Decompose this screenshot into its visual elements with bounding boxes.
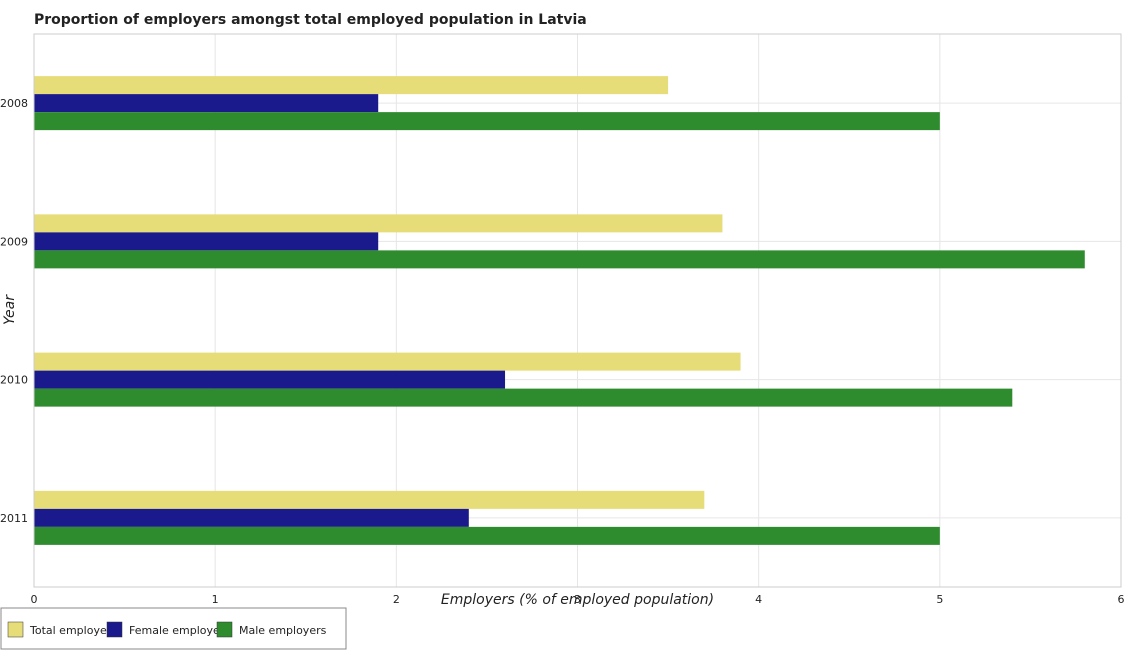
x-ticks: 0 1 2 3 4 5 6 [31,593,1125,606]
legend: Total employers Female employers Male empl… [0,607,347,650]
bar-total-employers-2009 [34,214,723,233]
bar-male-employers-2009 [34,250,1085,269]
legend-swatch [106,621,123,638]
bar-female-employers-2011 [34,508,469,527]
chart-title: Proportion of employers amongst total em… [34,12,587,28]
bar-total-employers-2008 [34,76,669,95]
x-tick-label: 5 [936,593,943,606]
x-tick-label: 2 [393,593,400,606]
bar-female-employers-2009 [34,232,379,251]
bar-total-employers-2011 [34,490,705,509]
y-tick-label: 2011 [0,512,28,525]
bars [34,76,1085,545]
bar-total-employers-2010 [34,352,741,371]
x-tick-label: 3 [574,593,581,606]
x-tick-label: 4 [755,593,762,606]
bar-female-employers-2008 [34,94,379,113]
plot-frame [33,33,1122,588]
y-axis-label: Year [2,294,18,325]
legend-swatch [216,621,233,638]
legend-label: Male employers [239,624,327,637]
legend-label: Total employers [29,624,117,637]
bar-female-employers-2010 [34,370,506,389]
y-tick-label: 2008 [0,97,28,110]
x-tick-label: 1 [212,593,219,606]
legend-box [0,607,347,650]
bar-male-employers-2008 [34,112,940,131]
legend-swatch [7,621,24,638]
x-tick-label: 0 [31,593,38,606]
y-ticks: 2008 2009 2010 2011 [0,97,28,525]
x-tick-label: 6 [1118,593,1125,606]
legend-label: Female employers [129,624,230,637]
y-tick-label: 2010 [0,374,28,387]
bar-male-employers-2011 [34,526,940,545]
bar-male-employers-2010 [34,388,1013,407]
y-tick-label: 2009 [0,235,28,248]
x-axis-label: Employers (% of employed population) [441,592,714,608]
